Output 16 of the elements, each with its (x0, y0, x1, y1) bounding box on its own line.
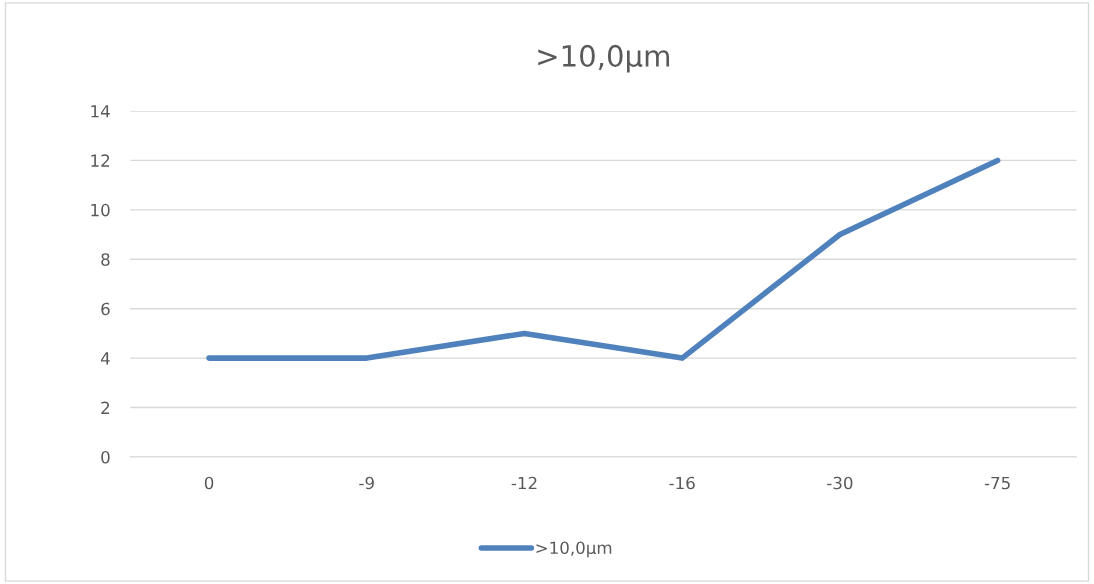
x-tick-label: -30 (827, 476, 853, 490)
y-tick-label: 10 (91, 203, 110, 217)
legend-label: >10,0µm (536, 541, 612, 558)
chart-title: >10,0µm (538, 44, 670, 73)
x-tick-label: -75 (984, 476, 1010, 490)
x-tick-label: -16 (669, 476, 695, 490)
y-tick-label: 12 (91, 154, 110, 167)
y-tick-label: 6 (101, 302, 110, 316)
x-tick-label: -9 (359, 476, 374, 490)
y-tick-label: 2 (101, 401, 110, 414)
y-tick-label: 8 (101, 253, 110, 266)
y-tick-label: 0 (101, 450, 110, 464)
y-tick-label: 4 (100, 352, 110, 365)
x-tick-label: -12 (511, 476, 537, 490)
x-tick-label: 0 (204, 476, 214, 490)
y-tick-label: 14 (91, 105, 110, 118)
